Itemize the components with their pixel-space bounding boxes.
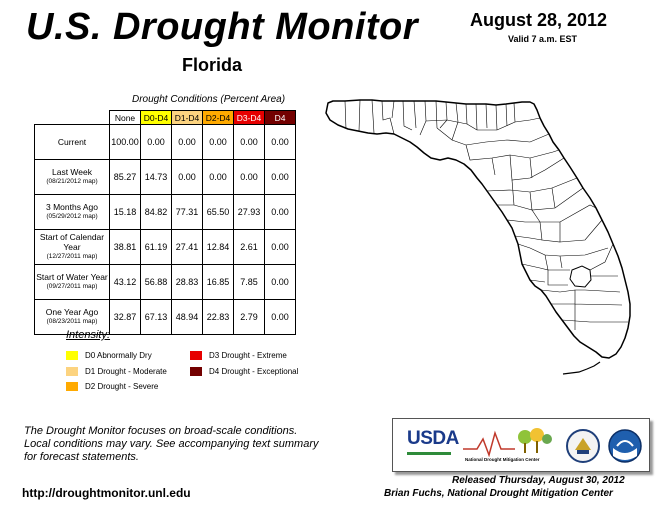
author-credit: Brian Fuchs, National Drought Mitigation… [384, 488, 613, 499]
legend-label: D4 Drought - Exceptional [209, 367, 299, 376]
table-cell: 12.84 [202, 229, 234, 265]
ndmc-logo-icon [463, 428, 552, 457]
table-cell: 32.87 [109, 299, 141, 335]
florida-outline [325, 99, 631, 359]
map-date: August 28, 2012 [470, 10, 608, 30]
table-cell: 65.50 [202, 194, 234, 230]
table-cell: 27.41 [171, 229, 203, 265]
page-title: U.S. Drought Monitor [26, 6, 419, 48]
usda-underline [407, 452, 451, 455]
florida-map [325, 99, 631, 375]
row-label: 3 Months Ago (05/29/2012 map) [34, 194, 110, 230]
table-cell: 0.00 [233, 159, 265, 195]
table-row: Current 100.00 0.00 0.00 0.00 0.00 0.00 [34, 124, 296, 160]
table-cell: 84.82 [140, 194, 172, 230]
table-cell: 2.61 [233, 229, 265, 265]
ndmc-logo-label: National Drought Mitigation Center [465, 457, 540, 462]
state-name: Florida [182, 55, 243, 75]
table-row: Start of Water Year (09/27/2011 map) 43.1… [34, 264, 296, 300]
doc-seal-icon [566, 429, 600, 463]
release-date: Released Thursday, August 30, 2012 [452, 475, 625, 486]
legend-item-d2: D2 Drought - Severe [66, 382, 158, 391]
florida-keys [562, 361, 601, 375]
legend-swatch [190, 351, 202, 360]
table-header-row: None D0-D4 D1-D4 D2-D4 D3-D4 D4 [35, 110, 296, 125]
legend-item-d4: D4 Drought - Exceptional [190, 367, 298, 376]
table-cell: 0.00 [202, 124, 234, 160]
legend-swatch [190, 367, 202, 376]
column-header-d2-d4: D2-D4 [202, 110, 234, 125]
legend-label: D2 Drought - Severe [85, 382, 159, 391]
table-cell: 15.18 [109, 194, 141, 230]
table-cell: 0.00 [264, 159, 296, 195]
website-url[interactable]: http://droughtmonitor.unl.edu [22, 486, 191, 500]
table-cell: 0.00 [264, 124, 296, 160]
table-cell: 7.85 [233, 264, 265, 300]
legend-label: D3 Drought - Extreme [209, 351, 287, 360]
column-header-d3-d4: D3-D4 [233, 110, 265, 125]
row-label: Current [34, 124, 110, 160]
table-cell: 61.19 [140, 229, 172, 265]
noaa-logo-icon [608, 429, 642, 463]
legend-item-d0: D0 Abnormally Dry [66, 351, 152, 360]
footnote-line: Local conditions may vary. See accompany… [24, 438, 319, 450]
row-label: Start of Water Year (09/27/2011 map) [34, 264, 110, 300]
table-cell: 0.00 [264, 229, 296, 265]
row-label: Last Week (08/21/2012 map) [34, 159, 110, 195]
usda-logo: USDA [407, 428, 459, 449]
column-header-d0-d4: D0-D4 [140, 110, 172, 125]
legend-swatch [66, 367, 78, 376]
row-label: Start of Calendar Year (12/27/2011 map) [34, 229, 110, 265]
table-cell: 77.31 [171, 194, 203, 230]
table-cell: 0.00 [140, 124, 172, 160]
column-header-none: None [109, 110, 141, 125]
table-cell: 85.27 [109, 159, 141, 195]
table-cell: 14.73 [140, 159, 172, 195]
table-cell: 0.00 [171, 124, 203, 160]
table-cell: 16.85 [202, 264, 234, 300]
column-header-d1-d4: D1-D4 [171, 110, 203, 125]
table-corner [35, 111, 110, 125]
table-row: One Year Ago (08/23/2011 map) 32.87 67.13… [34, 299, 296, 335]
table-caption: Drought Conditions (Percent Area) [132, 94, 286, 105]
lake-okeechobee [569, 265, 592, 288]
valid-time: Valid 7 a.m. EST [508, 34, 578, 44]
sponsor-logos: USDA National Drought Mitigation Center [392, 418, 650, 472]
table-cell: 43.12 [109, 264, 141, 300]
county-lines [344, 99, 628, 330]
table-cell: 100.00 [109, 124, 141, 160]
legend-label: D1 Drought - Moderate [85, 367, 167, 376]
table-cell: 0.00 [264, 299, 296, 335]
table-row: Last Week (08/21/2012 map) 85.27 14.73 0.… [34, 159, 296, 195]
legend-swatch [66, 382, 78, 391]
table-cell: 27.93 [233, 194, 265, 230]
legend-item-d3: D3 Drought - Extreme [190, 351, 287, 360]
drought-conditions-table: None D0-D4 D1-D4 D2-D4 D3-D4 D4 Current … [34, 110, 296, 335]
table-cell: 0.00 [171, 159, 203, 195]
table-cell: 0.00 [264, 264, 296, 300]
table-cell: 48.94 [171, 299, 203, 335]
table-cell: 67.13 [140, 299, 172, 335]
table-cell: 2.79 [233, 299, 265, 335]
legend-swatch [66, 351, 78, 360]
row-label: One Year Ago (08/23/2011 map) [34, 299, 110, 335]
footnote-line: The Drought Monitor focuses on broad-sca… [24, 425, 298, 437]
legend-label: D0 Abnormally Dry [85, 351, 152, 360]
column-header-d4: D4 [264, 110, 296, 125]
legend-item-d1: D1 Drought - Moderate [66, 367, 167, 376]
table-cell: 56.88 [140, 264, 172, 300]
footnote-line: for forecast statements. [24, 451, 139, 463]
table-row: 3 Months Ago (05/29/2012 map) 15.18 84.82… [34, 194, 296, 230]
table-cell: 0.00 [202, 159, 234, 195]
table-cell: 22.83 [202, 299, 234, 335]
table-cell: 38.81 [109, 229, 141, 265]
table-cell: 28.83 [171, 264, 203, 300]
table-row: Start of Calendar Year (12/27/2011 map) 3… [34, 229, 296, 265]
footnote: The Drought Monitor focuses on broad-sca… [24, 425, 318, 464]
legend-title: Intensity: [66, 329, 111, 341]
table-cell: 0.00 [264, 194, 296, 230]
table-cell: 0.00 [233, 124, 265, 160]
